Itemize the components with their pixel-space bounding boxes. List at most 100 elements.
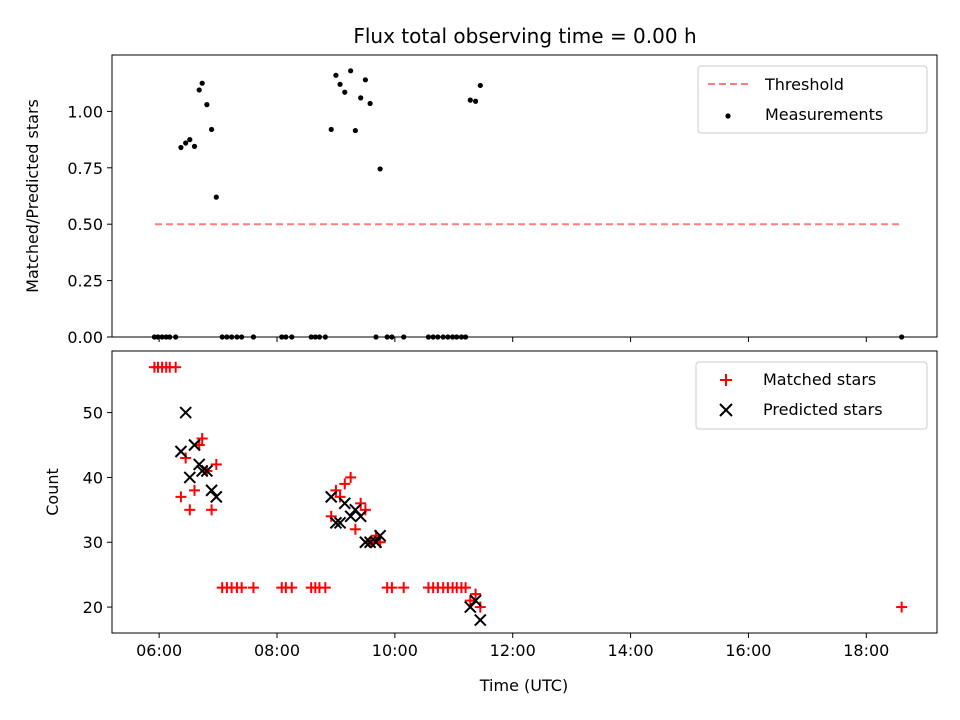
bottom-y-axis-label: Count: [43, 468, 62, 516]
bottom-y-ticks: 20 30 40 50: [83, 404, 112, 617]
bottom-legend-box: [695, 361, 928, 430]
legend-measurements-swatch: [725, 113, 731, 119]
predicted-star-point: [373, 529, 387, 542]
matched-star-point: [359, 504, 371, 516]
matched-star-point: [398, 582, 410, 594]
measurement-point: [472, 98, 479, 104]
chart-title: Flux total observing time = 0.00 h: [353, 24, 696, 48]
matched-star-point: [345, 471, 357, 483]
matched-star-point: [184, 504, 196, 516]
matched-star-point: [206, 504, 218, 516]
predicted-star-point: [188, 438, 201, 452]
measurement-point: [204, 102, 210, 108]
top-legend-box: [697, 65, 928, 134]
matched-star-point: [355, 497, 367, 509]
y-tick-label: 50: [83, 404, 103, 423]
x-tick-label: 10:00: [372, 641, 418, 660]
measurement-point: [199, 80, 205, 86]
predicted-star-point: [183, 471, 196, 484]
bottom-panel: 06:00 08:00 10:00 12:00 14:00 16:00 18:00 20 30…: [43, 350, 938, 660]
series-matched-stars: [148, 361, 908, 613]
measurement-point: [178, 144, 184, 151]
series-measurements: [151, 68, 905, 340]
legend-measurements-label: Measurements: [765, 105, 883, 124]
top-legend: Threshold Measurements: [697, 65, 928, 134]
measurement-point: [328, 126, 334, 133]
predicted-star-point: [200, 464, 214, 478]
predicted-star-point: [363, 536, 377, 549]
measurement-point: [477, 82, 483, 89]
x-tick-label: 18:00: [843, 641, 889, 660]
matched-star-point: [330, 484, 342, 496]
predicted-star-point: [469, 594, 482, 607]
measurement-point: [352, 127, 358, 134]
measurement-point: [358, 95, 364, 101]
predicted-star-point: [354, 510, 367, 523]
measurement-point: [191, 143, 198, 149]
x-tick-label: 08:00: [254, 641, 300, 660]
predicted-star-point: [369, 536, 383, 549]
top-x-ticks: [158, 337, 867, 342]
predicted-star-point: [210, 490, 223, 504]
measurement-point: [213, 194, 219, 200]
matched-star-point: [286, 582, 298, 594]
y-tick-label: 30: [83, 533, 103, 552]
matched-star-point: [210, 458, 222, 470]
matched-star-point: [460, 582, 472, 594]
bottom-panel-frame: [111, 350, 938, 634]
matched-star-point: [464, 595, 476, 607]
measurement-point: [333, 72, 339, 78]
x-tick-label: 14:00: [608, 641, 654, 660]
matched-star-point: [474, 601, 486, 613]
bottom-legend: Matched stars Predicted stars: [695, 361, 928, 430]
predicted-star-point: [344, 510, 357, 523]
matched-star-point: [470, 588, 482, 600]
ratio-plot-area: [151, 68, 905, 340]
y-tick-label: 0.75: [67, 159, 103, 178]
predicted-star-point: [195, 464, 209, 478]
measurement-point: [348, 68, 354, 74]
y-tick-label: 0.00: [67, 328, 103, 347]
matched-star-point: [236, 582, 248, 594]
measurement-point: [377, 166, 383, 172]
measurement-point: [187, 137, 193, 143]
legend-threshold-label: Threshold: [764, 75, 844, 94]
matched-star-point: [386, 582, 398, 594]
measurement-point: [183, 140, 189, 146]
matched-star-point: [189, 484, 200, 496]
matched-star-point: [896, 601, 908, 613]
measurement-point: [342, 89, 348, 95]
x-tick-label: 12:00: [490, 641, 536, 660]
y-tick-label: 40: [83, 468, 103, 487]
predicted-star-point: [205, 484, 218, 497]
top-panel-frame: [111, 54, 938, 338]
measurement-point: [196, 87, 202, 93]
measurement-point: [362, 77, 368, 83]
matched-star-point: [196, 433, 208, 445]
matched-star-point: [247, 582, 259, 594]
y-tick-label: 0.50: [67, 215, 103, 234]
matched-star-point: [180, 452, 192, 464]
top-y-axis-label: Matched/Predicted stars: [23, 99, 42, 293]
predicted-star-point: [329, 516, 343, 530]
predicted-star-point: [179, 406, 192, 419]
y-tick-label: 0.25: [67, 272, 103, 291]
matched-star-point: [339, 478, 351, 490]
predicted-star-point: [474, 613, 487, 627]
legend-predicted-label: Predicted stars: [763, 400, 883, 419]
x-tick-label: 06:00: [136, 641, 182, 660]
predicted-star-point: [325, 490, 338, 504]
matched-star-point: [325, 510, 337, 522]
count-plot-area: [148, 361, 908, 627]
top-panel: 0.00 0.25 0.50 0.75 1.00 Matched/Predicted s…: [23, 54, 938, 347]
predicted-star-point: [338, 497, 351, 510]
matched-star-point: [175, 491, 187, 503]
matched-star-point: [170, 361, 182, 373]
series-predicted-stars: [174, 406, 487, 627]
measurement-point: [367, 100, 373, 107]
measurement-point: [208, 126, 215, 133]
top-y-ticks: 0.00 0.25 0.50 0.75 1.00: [67, 102, 112, 347]
measurement-point: [337, 81, 343, 87]
matched-star-point: [319, 582, 331, 594]
